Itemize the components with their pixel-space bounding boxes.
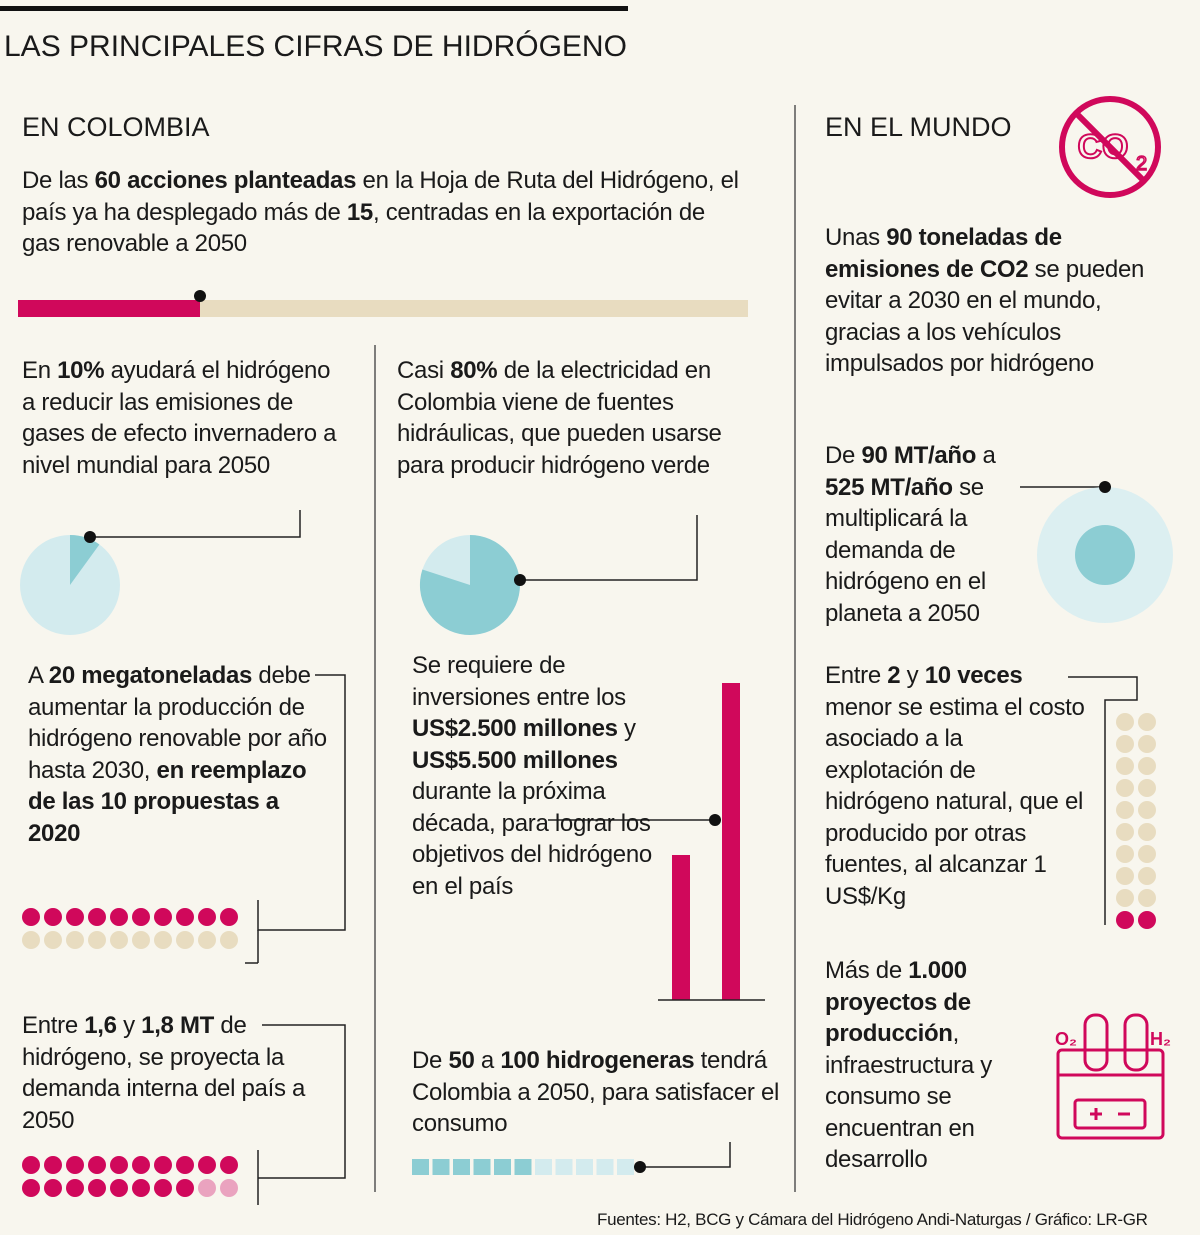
section-heading: EN EL MUNDO [825,112,1012,142]
text: ayudará el hidrógeno a reducir las emisi… [22,357,337,479]
h2-label: H₂ [1150,1029,1171,1049]
bold-text: en reemplazo de las 10 propuestas a 2020 [28,756,307,847]
title: LAS PRINCIPALES CIFRAS DE HIDRÓGENO [4,30,627,63]
bold-text: 10% [57,357,105,384]
bold-text: US$2.500 millones [412,715,618,742]
text: durante la próxima década, para lograr l… [412,778,652,900]
bold-text: 1.000 proyectos de producción [825,957,971,1047]
bold-text: 20 megatoneladas [48,662,253,689]
paragraph: En 10% ayudará el hidrógeno a reducir la… [22,355,342,481]
text: , centradas en la exportación de gas ren… [22,198,705,258]
text: De [412,1047,449,1074]
text: De las [22,167,95,194]
o2-label: O₂ [1055,1029,1077,1049]
bold-text: 90 toneladas de emisiones de CO2 [825,224,1062,283]
paragraph: Unas 90 toneladas de emisiones de CO2 se… [825,222,1170,380]
text: Más de [825,957,909,984]
text: a [474,1047,501,1074]
text: de hidrógeno, se proyecta la demanda int… [22,1012,306,1134]
paragraph: De las 60 acciones planteadas en la Hoja… [22,165,742,260]
co2-icon-sub: 2 [1136,153,1147,175]
paragraph: A 20 megatoneladas debe aumentar la prod… [28,660,328,849]
text: Casi [397,357,451,384]
text: de la electricidad en Colombia viene de … [397,357,722,479]
bold-text: 2 [887,662,901,689]
text: Se requiere de inversiones entre los [412,652,626,711]
text: a [976,442,996,469]
text: y [116,1012,142,1039]
text: menor se estima el costo asociado a la e… [825,693,1085,910]
source: Fuentes: H2, BCG y Cámara del Hidrógeno … [597,1210,1148,1229]
text: , infraestructura y consumo se encuentra… [825,1020,992,1173]
bold-text: 90 MT/año [861,442,977,469]
text: Entre [22,1012,85,1039]
bold-text: 525 MT/año [825,473,953,501]
text: En [22,357,58,384]
text: A [28,662,49,689]
bold-text: 1,6 [84,1012,117,1039]
bold-text: 80% [450,357,498,384]
bold-text: 50 [448,1047,475,1074]
paragraph: Casi 80% de la electricidad en Colombia … [397,355,757,481]
text: debe aumentar la producción de hidrógeno… [28,662,327,784]
paragraph: Entre 1,6 y 1,8 MT de hidrógeno, se proy… [22,1010,322,1136]
text: De [825,442,862,469]
text: y [617,715,636,742]
section-heading: EN COLOMBIA [22,112,210,142]
bold-text: 60 acciones planteadas [94,167,357,194]
paragraph: Se requiere de inversiones entre los US$… [412,650,652,902]
paragraph: Más de 1.000 proyectos de producción, in… [825,955,1045,1176]
text: se pueden evitar a 2030 en el mundo, gra… [825,255,1145,378]
bold-text: 1,8 MT [141,1012,215,1039]
bold-text: 10 veces [924,662,1023,689]
text: tendrá Colombia a 2050, para satisfacer … [412,1047,780,1137]
bold-text: 15 [346,198,373,226]
text: en la Hoja de Ruta del Hidrógeno, el paí… [22,167,739,226]
paragraph: De 50 a 100 hidrogeneras tendrá Colombia… [412,1045,782,1140]
paragraph: Entre 2 y 10 veces menor se estima el co… [825,660,1085,912]
text: Entre [825,662,888,689]
co2-icon-text: CO [1078,128,1129,166]
paragraph: De 90 MT/año a 525 MT/año se multiplicar… [825,440,1035,629]
text: y [900,662,925,689]
bold-text: US$5.500 millones [412,746,618,774]
text: Unas [825,224,887,251]
bold-text: 100 hidrogeneras [500,1047,695,1074]
text: se multiplicará la demanda de hidrógeno … [825,473,986,627]
